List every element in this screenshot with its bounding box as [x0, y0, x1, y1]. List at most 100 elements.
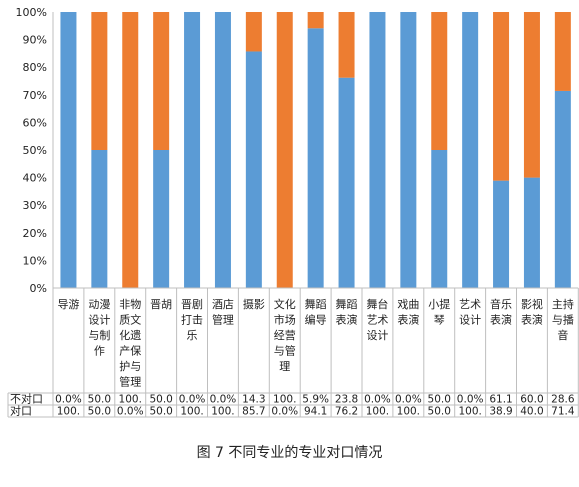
category-label: 主持	[552, 297, 574, 311]
y-tick-label: 20%	[23, 227, 47, 240]
table-cell: 61.1	[489, 394, 512, 406]
category-label: 导游	[57, 298, 79, 311]
category-label: 晋剧	[181, 298, 203, 311]
table-cell: 50.0	[149, 394, 172, 406]
category-label: 护与	[119, 359, 141, 373]
table-cell: 100.	[458, 406, 481, 418]
bar-duikou	[369, 12, 386, 288]
bar-buduikou	[523, 12, 540, 178]
category-label: 市场	[274, 313, 296, 327]
category-label: 与制	[88, 329, 110, 342]
bar-buduikou	[276, 12, 293, 288]
table-cell: 50.0	[149, 406, 172, 418]
category-label: 琴	[434, 314, 445, 327]
bar-duikou	[245, 51, 262, 288]
table-cell: 100.	[397, 406, 420, 418]
bar-duikou	[554, 90, 571, 288]
category-label: 音	[557, 328, 568, 342]
category-label: 设计	[88, 314, 110, 327]
table-cell: 100.	[366, 406, 389, 418]
bar-buduikou	[307, 12, 324, 29]
bar-buduikou	[431, 12, 448, 150]
category-label: 表演	[336, 313, 358, 327]
category-label: 表演	[397, 313, 419, 327]
category-label: 管理	[119, 375, 141, 389]
category-label: 与管	[274, 344, 296, 358]
y-tick-label: 30%	[23, 199, 47, 212]
category-label: 与播	[552, 313, 574, 327]
category-label: 艺术	[366, 314, 388, 327]
category-label: 打击	[181, 313, 203, 327]
table-cell: 60.0	[520, 394, 543, 406]
category-label: 产保	[119, 344, 141, 358]
figure-caption: 图 7 不同专业的专业对口情况	[196, 445, 383, 461]
category-label: 设计	[366, 329, 388, 342]
category-label: 舞蹈	[305, 298, 327, 311]
table-cell: 14.3	[242, 394, 265, 406]
table-cell: 100.	[57, 406, 80, 418]
series-label: 不对口	[10, 392, 43, 406]
bar-duikou	[307, 28, 324, 289]
bar-buduikou	[554, 12, 571, 91]
category-label: 影视	[521, 297, 543, 311]
category-label: 编导	[305, 313, 327, 327]
table-cell: 100.	[211, 406, 234, 418]
category-label: 非物	[119, 297, 141, 311]
table-cell: 0.0%	[395, 394, 422, 406]
category-label: 艺术	[459, 298, 481, 311]
bar-duikou	[153, 150, 170, 288]
table-cell: 94.1	[304, 406, 327, 418]
category-label: 管理	[212, 313, 234, 327]
table-cell: 76.2	[335, 406, 358, 418]
category-label: 戏曲	[397, 298, 419, 311]
table-cell: 71.4	[551, 406, 575, 418]
table-cell: 0.0%	[457, 394, 484, 406]
bar-duikou	[214, 12, 231, 288]
category-label: 乐	[187, 329, 198, 342]
y-tick-label: 40%	[23, 172, 47, 185]
table-cell: 50.0	[88, 406, 111, 418]
table-cell: 0.0%	[55, 394, 82, 406]
y-axis: 0% 10% 20% 30% 40% 50% 60% 70% 80% 90% 100%	[16, 6, 54, 295]
y-tick-label: 80%	[23, 61, 47, 74]
category-label: 音乐	[490, 297, 512, 311]
table-cell: 0.0%	[364, 394, 391, 406]
category-label: 小提	[428, 298, 450, 311]
table-cell: 40.0	[520, 406, 543, 418]
bar-duikou	[431, 150, 448, 288]
category-label: 作	[94, 345, 105, 358]
category-label: 舞台	[366, 297, 388, 311]
y-tick-label: 0%	[30, 282, 47, 295]
table-cell: 50.0	[428, 394, 451, 406]
table-cell: 0.0%	[179, 394, 206, 406]
category-label: 酒店	[212, 297, 234, 311]
bar-buduikou	[493, 12, 510, 181]
y-tick-label: 10%	[23, 254, 47, 267]
bar-duikou	[400, 12, 417, 288]
category-label: 理	[279, 360, 290, 373]
y-tick-label: 50%	[23, 144, 47, 157]
y-tick-label: 90%	[23, 34, 47, 47]
table-cell: 0.0%	[117, 406, 144, 418]
table-cell: 85.7	[242, 406, 265, 418]
bar-buduikou	[338, 12, 355, 78]
category-label: 晋胡	[150, 297, 172, 311]
category-label: 文化	[274, 297, 296, 311]
bars	[60, 12, 571, 289]
y-tick-label: 70%	[23, 89, 47, 102]
category-label: 表演	[521, 313, 543, 327]
bar-duikou	[184, 12, 201, 288]
table-cell: 5.9%	[302, 394, 329, 406]
category-label: 舞蹈	[336, 298, 358, 311]
category-label: 设计	[459, 314, 481, 327]
bar-duikou	[523, 177, 540, 288]
category-label: 摄影	[243, 297, 265, 311]
bar-duikou	[462, 12, 479, 288]
series-label: 对口	[10, 404, 32, 418]
bar-buduikou	[91, 12, 108, 150]
category-label: 动漫	[88, 297, 110, 311]
category-label: 经营	[274, 328, 296, 342]
table-cell: 0.0%	[210, 394, 237, 406]
